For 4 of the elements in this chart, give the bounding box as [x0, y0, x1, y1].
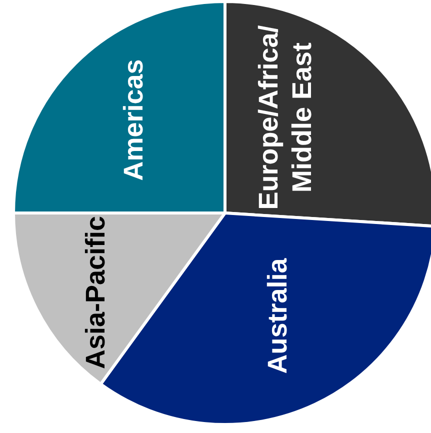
slice-label: Australia [262, 257, 292, 374]
slice-label: Europe/Africa/ Middle East [254, 24, 318, 210]
slice-label: Americas [118, 59, 148, 181]
slice-label: Asia-Pacific [80, 216, 110, 370]
